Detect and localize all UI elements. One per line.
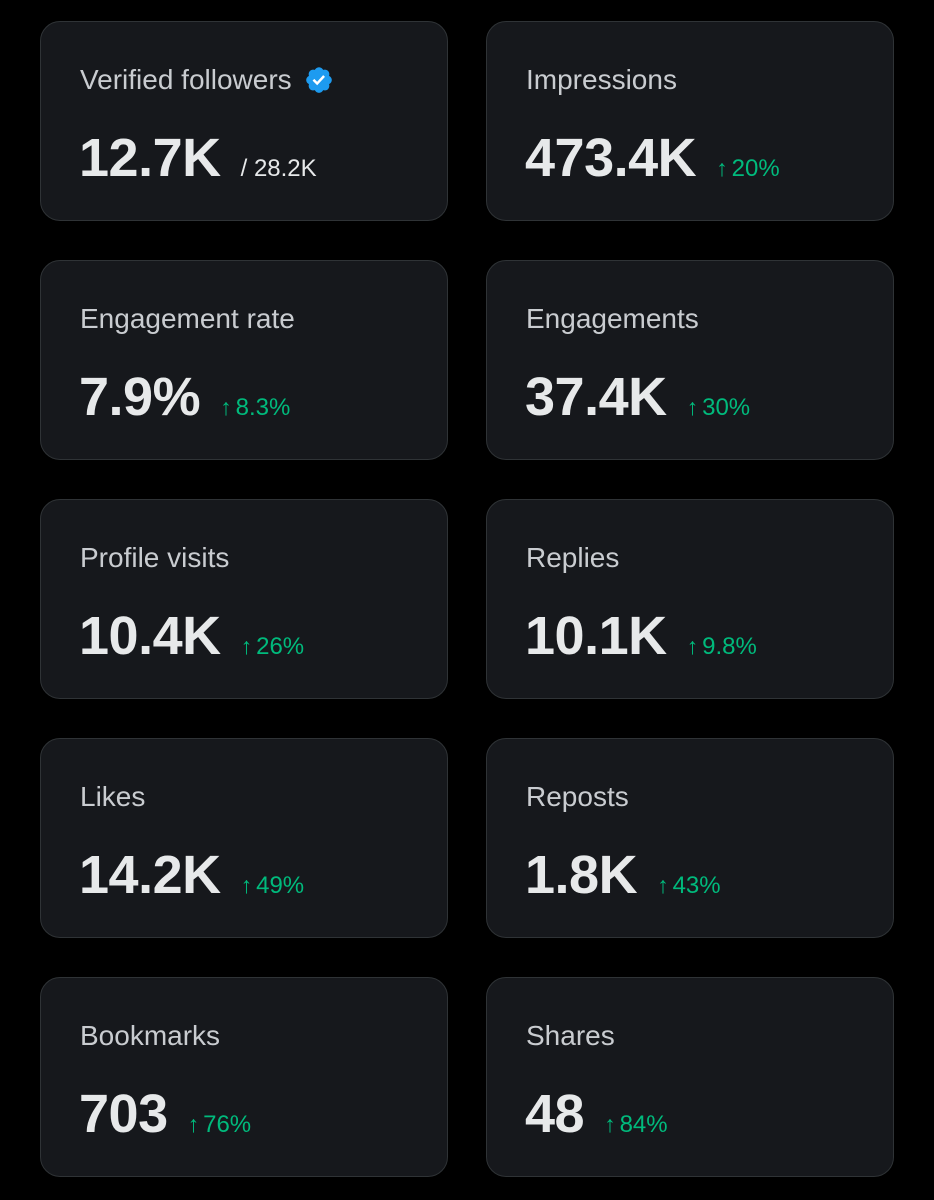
metric-value-row: 12.7K / 28.2K (79, 126, 317, 190)
metric-value: 10.4K (79, 606, 221, 666)
metric-value-row: 37.4K ↑ 30% (525, 365, 750, 429)
metric-value-row: 7.9% ↑ 8.3% (79, 365, 290, 429)
arrow-up-icon: ↑ (240, 633, 253, 659)
metric-value: 10.1K (525, 606, 667, 666)
metric-change-value: 84% (619, 1111, 668, 1138)
metric-change: ↑ 8.3% (220, 394, 290, 422)
verified-badge-icon (304, 65, 334, 95)
metric-change-value: 30% (702, 394, 751, 421)
metric-card-engagements[interactable]: Engagements 37.4K ↑ 30% (486, 260, 894, 460)
metric-label: Profile visits (80, 542, 230, 573)
metric-value-row: 10.1K ↑ 9.8% (525, 604, 757, 668)
metrics-grid: Verified followers 12.7K / 28.2K Impress… (40, 21, 894, 1177)
metric-card-verified-followers[interactable]: Verified followers 12.7K / 28.2K (40, 21, 448, 221)
metric-label-row: Replies (526, 540, 619, 576)
metric-card-likes[interactable]: Likes 14.2K ↑ 49% (40, 738, 448, 938)
metric-label-row: Likes (80, 779, 145, 815)
metric-card-profile-visits[interactable]: Profile visits 10.4K ↑ 26% (40, 499, 448, 699)
arrow-up-icon: ↑ (716, 155, 728, 181)
metric-value-row: 1.8K ↑ 43% (525, 843, 721, 907)
arrow-up-icon: ↑ (686, 633, 699, 659)
metric-value: 473.4K (525, 128, 697, 188)
metric-label: Likes (80, 781, 146, 812)
metric-label: Reposts (526, 781, 629, 812)
metric-label: Replies (526, 542, 620, 573)
metric-label: Impressions (526, 64, 677, 95)
metric-label-row: Impressions (526, 62, 677, 98)
metric-card-engagement-rate[interactable]: Engagement rate 7.9% ↑ 8.3% (40, 260, 448, 460)
metric-value-row: 10.4K ↑ 26% (79, 604, 304, 668)
arrow-up-icon: ↑ (604, 1111, 616, 1137)
metric-change-value: 20% (731, 155, 780, 182)
metric-label-row: Engagements (526, 301, 699, 337)
metric-label-row: Profile visits (80, 540, 229, 576)
metric-change-value: 76% (203, 1111, 252, 1138)
metric-change: ↑ 84% (604, 1111, 668, 1139)
metric-value: 12.7K (79, 128, 221, 188)
metric-card-impressions[interactable]: Impressions 473.4K ↑ 20% (486, 21, 894, 221)
metric-change: ↑ 20% (716, 155, 780, 183)
metric-total: / 28.2K (240, 155, 317, 182)
metric-change: ↑ 49% (241, 872, 305, 900)
metric-change-value: 26% (256, 633, 305, 660)
metric-label: Shares (526, 1020, 615, 1051)
metric-change-value: 49% (256, 872, 305, 899)
metric-card-reposts[interactable]: Reposts 1.8K ↑ 43% (486, 738, 894, 938)
metric-value: 7.9% (79, 367, 201, 427)
metric-change: ↑ 30% (687, 394, 751, 422)
metric-change: ↑ 9.8% (687, 633, 757, 661)
metric-value-row: 48 ↑ 84% (525, 1082, 668, 1146)
metric-value: 1.8K (525, 845, 638, 905)
metric-card-bookmarks[interactable]: Bookmarks 703 ↑ 76% (40, 977, 448, 1177)
metric-change: ↑ 43% (657, 872, 721, 900)
metric-value-row: 473.4K ↑ 20% (525, 126, 780, 190)
metric-label: Engagement rate (80, 303, 295, 334)
metric-label: Engagements (526, 303, 699, 334)
metric-value: 703 (79, 1084, 168, 1144)
metric-label-row: Reposts (526, 779, 629, 815)
metric-value: 37.4K (525, 367, 667, 427)
metric-label: Bookmarks (80, 1020, 221, 1051)
metric-label-row: Verified followers (80, 62, 334, 98)
metric-value: 14.2K (79, 845, 221, 905)
metric-change-value: 8.3% (235, 394, 291, 421)
arrow-up-icon: ↑ (187, 1111, 200, 1137)
metric-change: ↑ 26% (241, 633, 305, 661)
metric-card-replies[interactable]: Replies 10.1K ↑ 9.8% (486, 499, 894, 699)
arrow-up-icon: ↑ (220, 394, 232, 420)
metric-change: ↑ 76% (188, 1111, 252, 1139)
metric-value-row: 703 ↑ 76% (79, 1082, 251, 1146)
metric-label-row: Engagement rate (80, 301, 295, 337)
arrow-up-icon: ↑ (240, 872, 253, 898)
metric-label-row: Bookmarks (80, 1018, 220, 1054)
metric-card-shares[interactable]: Shares 48 ↑ 84% (486, 977, 894, 1177)
metric-label: Verified followers (80, 64, 292, 95)
metric-change-value: 43% (672, 872, 721, 899)
metric-change-value: 9.8% (702, 633, 757, 660)
arrow-up-icon: ↑ (686, 394, 699, 420)
metric-label-row: Shares (526, 1018, 615, 1054)
arrow-up-icon: ↑ (657, 872, 669, 898)
metric-value-row: 14.2K ↑ 49% (79, 843, 304, 907)
metric-value: 48 (525, 1084, 585, 1144)
